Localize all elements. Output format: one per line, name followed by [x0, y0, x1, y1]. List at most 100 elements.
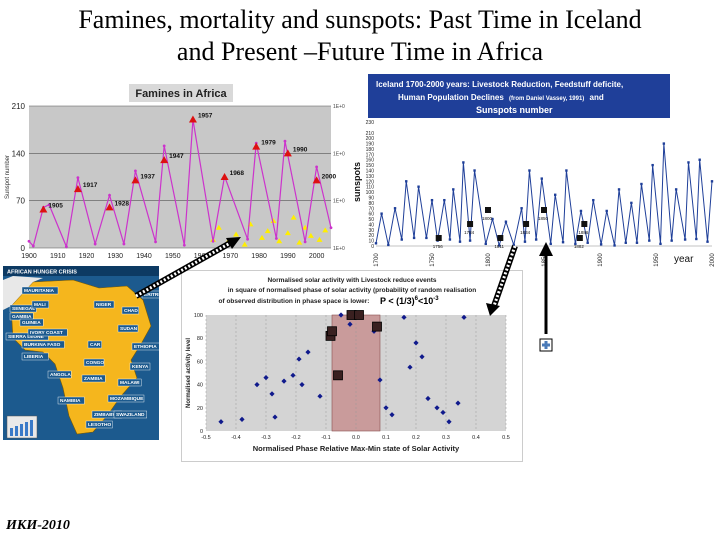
- solar-point: [413, 340, 419, 346]
- iceland-title-line-2b: (from Daniel Vassey, 1991): [509, 96, 584, 102]
- prob-mid: <10: [418, 296, 433, 306]
- iceland-line-point: [512, 243, 515, 247]
- iceland-line-point: [659, 242, 662, 246]
- solar-point: [419, 354, 425, 360]
- famine-marker-label: 1937: [140, 173, 155, 180]
- famine-yellow-marker: [276, 238, 283, 244]
- map-label-box-malawi: [117, 378, 142, 387]
- solar-point: [269, 391, 275, 397]
- iceland-title-line-1: Iceland 1700-2000 years: Livestock Reduc…: [376, 80, 623, 89]
- famine-marker-label: 1947: [169, 153, 184, 160]
- famine-right-ticks: 1E+0 1E+0 1E+0 1E+0: [333, 104, 345, 252]
- solar-y-tick: 40: [197, 383, 203, 389]
- famine-grid: [29, 105, 331, 249]
- map-label-liberia: LIBERIA: [24, 354, 44, 360]
- iceland-line-point: [380, 212, 383, 215]
- map-label-guinea: GUINEA: [22, 320, 41, 326]
- famine-markers: 1905 1917 1928 1937 1947 1957 1968 1979 1990 2000: [39, 113, 336, 213]
- famine-marker: [105, 203, 114, 211]
- famine-line-point: [329, 226, 333, 230]
- title-line-2: and Present –Future Time in Africa: [176, 37, 544, 66]
- iceland-title-line-2a: Human Population Declines: [398, 93, 504, 102]
- iceland-title-line-3: Sunspots number: [476, 105, 553, 115]
- map-label-box-niger: [93, 300, 115, 309]
- iceland-line-point: [635, 241, 639, 244]
- famine-marker-label: 2000: [322, 173, 337, 180]
- famine-yellow-marker: [322, 227, 329, 233]
- iceland-line-point: [484, 242, 487, 246]
- map-label-car: CAR: [90, 342, 101, 348]
- map-label-ivory-coast: IVORY COAST: [30, 330, 63, 336]
- iceland-line-point: [630, 201, 633, 205]
- iceland-line-point: [425, 236, 428, 240]
- iceland-y-tick: 0: [371, 244, 374, 250]
- famine-line-point: [134, 169, 137, 173]
- solar-y-tick: 100: [194, 313, 203, 319]
- famine-x-tick: 1990: [280, 253, 296, 260]
- solar-probability: P < (1/3)6<10-3: [380, 296, 439, 306]
- famine-marker: [131, 176, 140, 184]
- solar-point: [338, 312, 344, 318]
- iceland-event-marker: [435, 235, 442, 241]
- solar-x-tick: 0.2: [412, 435, 420, 441]
- iceland-event-marker: [467, 221, 474, 227]
- famine-x-tick: 1970: [223, 253, 239, 260]
- famine-yellow-points: [210, 214, 329, 247]
- iceland-y-tick: 90: [368, 195, 374, 201]
- iceland-line-point: [648, 239, 651, 242]
- solar-point: [434, 405, 440, 411]
- iceland-event-label: 1756: [433, 244, 444, 249]
- iceland-x-tick: 2000: [710, 253, 716, 267]
- arrow-africa-famine-shaft: [134, 239, 234, 299]
- famine-line-point: [31, 244, 35, 248]
- iceland-y-tick: 20: [368, 233, 374, 239]
- iceland-line-point: [528, 169, 531, 172]
- iceland-y-tick: 60: [368, 212, 374, 218]
- famine-line-point: [283, 139, 287, 143]
- iceland-y-tick: 110: [366, 185, 374, 191]
- iceland-y-ticks: 0102030405060708090100110120130140150160…: [366, 120, 375, 250]
- famine-y-tick: 70: [16, 197, 25, 206]
- iceland-y-tick: 120: [366, 179, 375, 185]
- map-label-box-car: [87, 340, 102, 349]
- famine-marker: [160, 156, 169, 164]
- iceland-y-tick: 50: [368, 217, 374, 223]
- map-label-lesotho: LESOTHO: [88, 422, 111, 428]
- iceland-line-point: [561, 241, 565, 244]
- iceland-line-point: [468, 239, 472, 242]
- iceland-line-point: [405, 180, 408, 183]
- solar-point: [299, 382, 305, 388]
- iceland-line-point: [458, 240, 462, 243]
- famine-line-point: [303, 240, 307, 244]
- iceland-event-label: 1886: [578, 230, 589, 235]
- map-label-ethiopia: ETHIOPIA: [134, 344, 157, 350]
- famine-yellow-marker: [284, 230, 291, 236]
- famine-marker: [252, 142, 261, 150]
- famine-y-axis-label: Sunspot number: [5, 155, 11, 199]
- map-label-box-liberia: [21, 352, 49, 361]
- famine-x-tick: 1940: [136, 253, 152, 260]
- solar-x-ticks: -0.5 -0.4 -0.3 -0.2 -0.1 0.0 0.1 0.2 0.3 0.4 0.5: [201, 435, 510, 441]
- map-label-box-guinea: [19, 318, 44, 327]
- iceland-line-point: [599, 243, 603, 246]
- iceland-y-tick: 190: [366, 142, 375, 148]
- map-label-box-congo: [83, 358, 105, 367]
- iceland-line-point: [400, 238, 403, 241]
- map-label-mali: MALI: [34, 302, 46, 308]
- iceland-line-point: [617, 188, 621, 191]
- famine-yellow-marker: [307, 232, 314, 238]
- iceland-line-point: [687, 161, 690, 164]
- solar-point: [446, 419, 452, 425]
- map-label-box-namibia: [57, 396, 85, 405]
- solar-x-tick: 0.0: [352, 435, 360, 441]
- iceland-line-point: [430, 198, 434, 202]
- iceland-line-point: [520, 207, 523, 210]
- map-label-eritrea: ERITREA: [144, 292, 159, 298]
- famine-marker-label: 1917: [83, 182, 98, 189]
- map-label-mozambique: MOZAMBIQUE: [110, 396, 144, 402]
- iceland-y-tick: 230: [366, 120, 375, 126]
- title-line-1: Famines, mortality and sunspots: Past Ti…: [78, 5, 642, 34]
- solar-point: [377, 377, 383, 383]
- solar-x-tick: -0.5: [201, 435, 210, 441]
